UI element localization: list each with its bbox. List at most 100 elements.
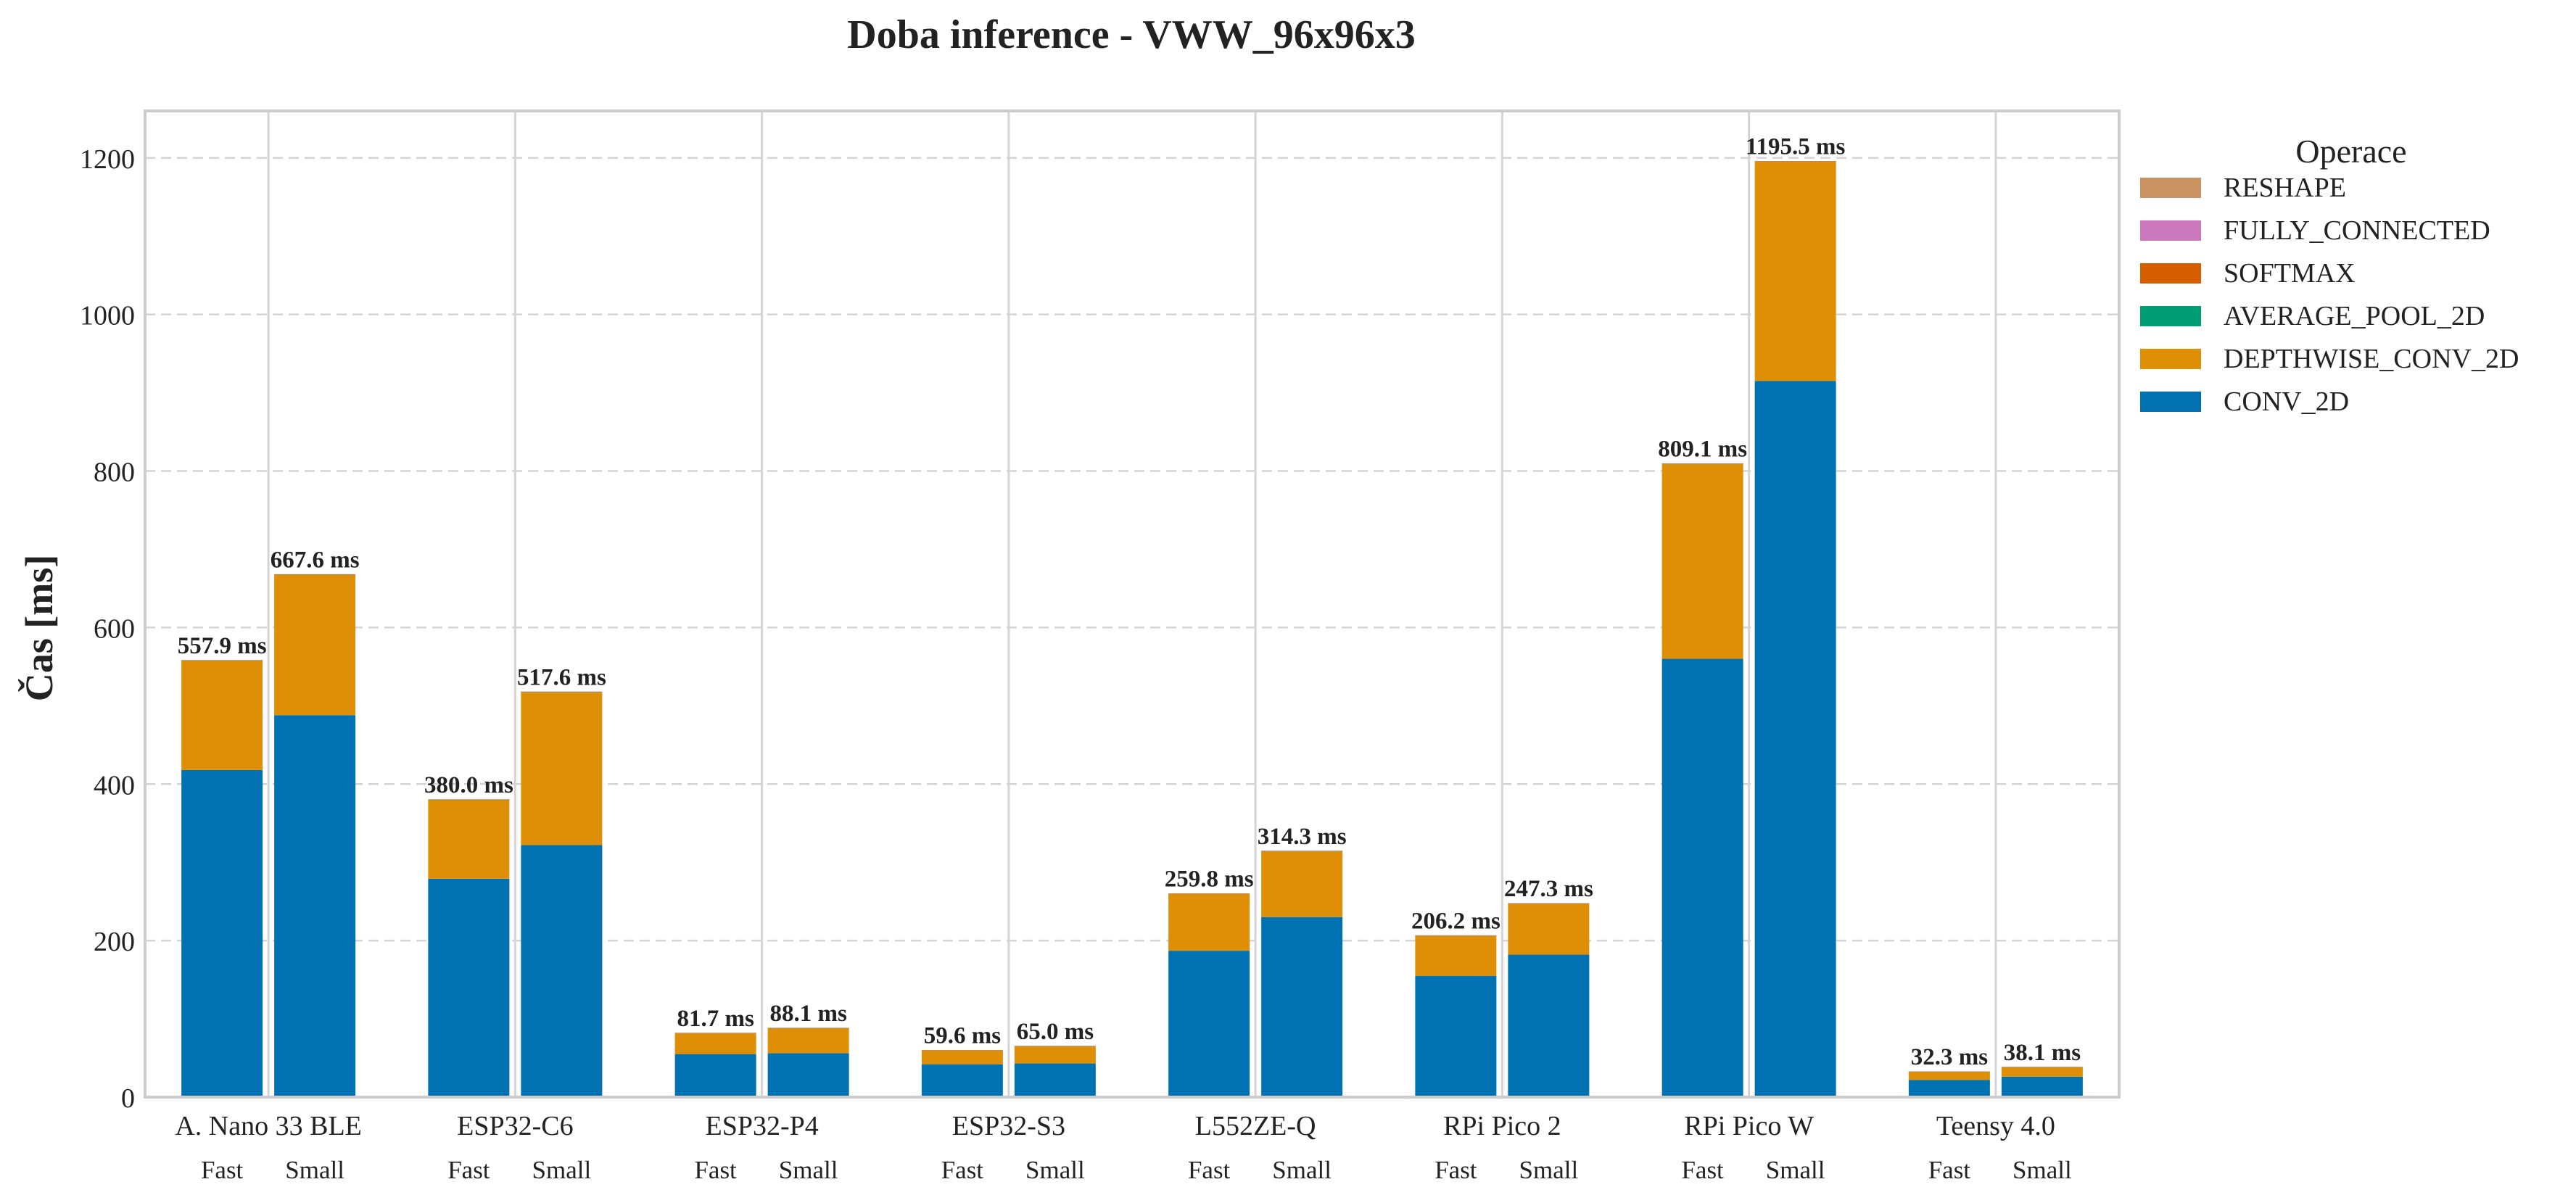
legend-entry: FULLY_CONNECTED	[2224, 215, 2490, 246]
x-tick-label: A. Nano 33 BLE	[175, 1111, 362, 1141]
bar-segment	[428, 800, 510, 879]
plot-area-frame	[144, 109, 2121, 1099]
bar-segment	[428, 799, 510, 801]
y-tick-label: 1000	[80, 301, 135, 331]
y-tick-label: 800	[94, 458, 135, 488]
bar-segment	[274, 574, 356, 575]
bar-segment	[1261, 917, 1343, 1097]
legend-entry: SOFTMAX	[2224, 258, 2356, 289]
bar-segment	[181, 660, 263, 661]
bar-segment	[181, 769, 263, 1097]
bar-segment	[1908, 1072, 1990, 1080]
y-tick-label: 400	[94, 770, 135, 801]
total-labels: 557.9 ms 667.6 ms 380.0 ms 517.6 ms 81.7 ms 8…	[178, 134, 2081, 1071]
legend-swatch	[2140, 178, 2201, 198]
legend: Operace RESHAPE FULLY_CONNECTED SOFTMAX AVE…	[2140, 133, 2519, 417]
variant-label: Fast	[1188, 1156, 1231, 1184]
total-label: 32.3 ms	[1911, 1044, 1988, 1070]
legend-swatch	[2140, 220, 2201, 241]
legend-entry: AVERAGE_POOL_2D	[2224, 301, 2485, 331]
variant-label: Fast	[1928, 1156, 1971, 1184]
legend-swatch	[2140, 263, 2201, 284]
total-label: 314.3 ms	[1258, 824, 1347, 850]
bar-segment	[521, 845, 603, 1097]
bar-segment	[1168, 951, 1250, 1097]
legend-entry: DEPTHWISE_CONV_2D	[2224, 344, 2519, 374]
variant-label: Small	[1272, 1156, 1332, 1184]
total-label: 38.1 ms	[2004, 1040, 2081, 1066]
y-axis-label: Čas [ms]	[17, 555, 61, 701]
legend-swatch	[2140, 392, 2201, 412]
y-ticks: 0 200 400 600 800 1000 1200	[80, 144, 135, 1114]
total-label: 1195.5 ms	[1746, 134, 1846, 160]
bar-segment	[1754, 162, 1836, 381]
bar-segment	[1014, 1063, 1096, 1097]
variant-label: Small	[2012, 1156, 2072, 1184]
bar-segment	[1754, 161, 1836, 162]
x-ticks: A. Nano 33 BLE Fast Small ESP32-C6 Fast Small…	[175, 1111, 2072, 1184]
y-tick-label: 0	[121, 1083, 135, 1114]
bar-segment	[1168, 893, 1250, 894]
bar-segment	[1508, 904, 1590, 955]
total-label: 59.6 ms	[924, 1023, 1001, 1049]
total-label: 206.2 ms	[1411, 908, 1500, 934]
bar-segment	[1661, 463, 1743, 464]
chart-title: Doba inference - VWW_96x96x3	[847, 12, 1415, 57]
total-label: 667.6 ms	[271, 547, 360, 573]
x-tick-label: ESP32-C6	[457, 1111, 573, 1141]
variant-label: Fast	[1434, 1156, 1477, 1184]
bar-segment	[921, 1050, 1003, 1064]
bar-segment	[767, 1028, 849, 1054]
bars	[181, 161, 2083, 1097]
variant-label: Small	[532, 1156, 592, 1184]
bar-segment	[1661, 658, 1743, 1097]
total-label: 88.1 ms	[769, 1001, 846, 1027]
total-label: 81.7 ms	[677, 1006, 754, 1032]
variant-label: Small	[285, 1156, 344, 1184]
bar-segment	[274, 715, 356, 1097]
bar-segment	[1661, 464, 1743, 659]
bar-segment	[1754, 381, 1836, 1097]
legend-title: Operace	[2295, 133, 2406, 170]
total-label: 380.0 ms	[424, 772, 513, 798]
x-tick-label: RPi Pico W	[1684, 1111, 1814, 1141]
x-tick-label: Teensy 4.0	[1936, 1111, 2055, 1141]
bar-segment	[1508, 954, 1590, 1097]
variant-label: Fast	[201, 1156, 244, 1184]
bar-segment	[428, 878, 510, 1097]
y-tick-label: 600	[94, 613, 135, 644]
total-label: 557.9 ms	[178, 633, 267, 659]
legend-entry: CONV_2D	[2224, 386, 2349, 417]
total-label: 65.0 ms	[1017, 1019, 1094, 1045]
bar-segment	[1415, 935, 1497, 976]
total-label: 517.6 ms	[517, 664, 606, 690]
bar-segment	[767, 1027, 849, 1028]
x-tick-label: L552ZE-Q	[1195, 1111, 1316, 1141]
variant-label: Fast	[941, 1156, 984, 1184]
bar-segment	[921, 1064, 1003, 1097]
total-label: 247.3 ms	[1504, 876, 1593, 902]
legend-swatch	[2140, 349, 2201, 369]
variant-label: Small	[1766, 1156, 1825, 1184]
variant-label: Small	[1519, 1156, 1579, 1184]
bar-segment	[674, 1033, 756, 1054]
bar-segment	[521, 692, 603, 845]
bar-segment	[274, 574, 356, 575]
bar-segment	[1261, 851, 1343, 917]
x-tick-label: ESP32-P4	[705, 1111, 818, 1141]
legend-entry: RESHAPE	[2224, 173, 2346, 203]
total-label: 809.1 ms	[1658, 437, 1747, 463]
variant-label: Fast	[1681, 1156, 1724, 1184]
bar-segment	[921, 1050, 1003, 1051]
y-tick-label: 200	[94, 927, 135, 957]
bar-segment	[674, 1054, 756, 1097]
bar-segment	[1415, 975, 1497, 1097]
x-tick-label: RPi Pico 2	[1443, 1111, 1561, 1141]
variant-label: Fast	[694, 1156, 737, 1184]
total-label: 259.8 ms	[1165, 867, 1254, 893]
bar-segment	[2001, 1067, 2083, 1077]
variant-label: Small	[1025, 1156, 1085, 1184]
variant-label: Fast	[447, 1156, 490, 1184]
bar-segment	[1908, 1080, 1990, 1097]
